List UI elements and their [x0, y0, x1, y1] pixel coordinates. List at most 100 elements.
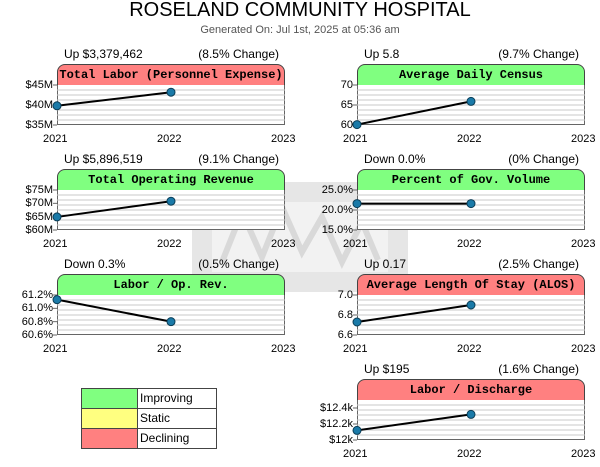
- change-percent: (2.5% Change): [498, 257, 579, 271]
- legend-item-declining: Declining: [81, 428, 217, 449]
- series-line: [56, 91, 172, 107]
- y-tick-label: 60.6%: [21, 329, 53, 341]
- y-tick-label: $12.4k: [319, 402, 353, 414]
- series-line: [356, 304, 472, 323]
- line-chart: [52, 84, 285, 126]
- metric-panel: Up 5.8 (9.7% Change) Average Daily Census 6…: [300, 47, 600, 152]
- y-tick-label: 20.0%: [321, 204, 353, 216]
- x-tick-label: 2021: [343, 238, 368, 250]
- legend-swatch-improving: [82, 389, 138, 408]
- metric-panel: Up 0.17 (2.5% Change) Average Length Of St…: [300, 257, 600, 362]
- data-point: [466, 300, 476, 310]
- x-tick-label: 2021: [43, 343, 68, 355]
- change-summary: Up 0.17: [364, 257, 407, 271]
- legend-label: Declining: [140, 431, 190, 445]
- data-point: [52, 295, 62, 305]
- legend-item-improving: Improving: [81, 388, 217, 409]
- metric-title-tab: Labor / Op. Rev.: [57, 274, 285, 296]
- x-tick-label: 2023: [571, 343, 596, 355]
- x-tick-label: 2021: [343, 343, 368, 355]
- x-tick-label: 2023: [271, 238, 296, 250]
- legend-item-static: Static: [81, 408, 217, 429]
- x-tick-label: 2022: [457, 448, 482, 460]
- y-tick-label: 65: [340, 99, 353, 111]
- change-summary: Down 0.3%: [64, 257, 126, 271]
- report-title: ROSELAND COMMUNITY HOSPITAL: [129, 0, 471, 21]
- y-tick-label: $35M: [25, 119, 53, 131]
- line-chart: [52, 189, 285, 231]
- y-tick-label: $45M: [25, 79, 53, 91]
- change-percent: (1.6% Change): [498, 362, 579, 376]
- data-point: [166, 196, 176, 206]
- metric-panel: Down 0.0% (0% Change) Percent of Gov. Volu…: [300, 152, 600, 257]
- x-tick-label: 2023: [271, 133, 296, 145]
- data-point: [466, 96, 476, 106]
- legend-label: Improving: [140, 391, 193, 405]
- y-tick-label: $12k: [329, 434, 353, 446]
- change-percent: (9.1% Change): [198, 152, 279, 166]
- change-summary: Down 0.0%: [364, 152, 426, 166]
- metric-panel: Up $195 (1.6% Change) Labor / Discharge $12…: [300, 362, 600, 467]
- change-summary: Up $3,379,462: [64, 47, 143, 61]
- y-tick-label: 60.8%: [21, 315, 53, 328]
- x-tick-label: 2022: [157, 343, 182, 355]
- data-point: [52, 101, 62, 111]
- x-tick-label: 2022: [457, 343, 482, 355]
- y-tick-label: 61.0%: [21, 302, 53, 315]
- metric-panel: Down 0.3% (0.5% Change) Labor / Op. Rev. 60…: [0, 257, 300, 362]
- data-point: [352, 120, 362, 130]
- change-summary: Up $5,896,519: [64, 152, 143, 166]
- data-point: [466, 409, 476, 419]
- metric-panel: Up $3,379,462 (8.5% Change) Total Labor (P…: [0, 47, 300, 152]
- y-tick-label: 6.8: [337, 309, 353, 321]
- y-tick-label: $65M: [25, 210, 53, 223]
- x-tick-label: 2023: [271, 343, 296, 355]
- y-tick-label: $12.2k: [319, 418, 353, 430]
- metric-panel: Up $5,896,519 (9.1% Change) Total Operatin…: [0, 152, 300, 257]
- series-line: [56, 298, 172, 323]
- data-point: [166, 87, 176, 97]
- line-chart: [52, 294, 285, 336]
- x-tick-label: 2022: [157, 238, 182, 250]
- change-percent: (0.5% Change): [198, 257, 279, 271]
- data-point: [352, 317, 362, 327]
- report-subtitle: Generated On: Jul 1st, 2025 at 05:36 am: [200, 24, 400, 36]
- change-summary: Up $195: [364, 362, 410, 376]
- y-tick-label: $40M: [25, 99, 53, 111]
- legend: Improving Static Declining: [81, 388, 217, 449]
- x-tick-label: 2021: [43, 238, 68, 250]
- y-tick-label: $75M: [25, 184, 53, 196]
- change-summary: Up 5.8: [364, 47, 400, 61]
- line-chart: [352, 189, 585, 231]
- x-tick-label: 2021: [43, 133, 68, 145]
- metric-title-tab: Average Daily Census: [357, 64, 585, 86]
- line-chart: [352, 404, 585, 441]
- x-tick-label: 2022: [457, 238, 482, 250]
- y-tick-label: 25.0%: [321, 184, 353, 196]
- line-chart: [352, 294, 585, 336]
- x-tick-label: 2023: [571, 448, 596, 460]
- legend-swatch-static: [82, 409, 138, 428]
- y-tick-label: 15.0%: [321, 224, 353, 236]
- y-tick-label: 7.0: [337, 289, 353, 301]
- y-tick-label: 61.2%: [21, 289, 53, 301]
- series-line: [356, 413, 472, 432]
- y-tick-label: 6.6: [337, 329, 353, 341]
- data-point: [52, 212, 62, 222]
- x-tick-label: 2023: [571, 238, 596, 250]
- series-line: [56, 200, 172, 218]
- x-tick-label: 2023: [571, 133, 596, 145]
- x-tick-label: 2021: [343, 448, 368, 460]
- data-point: [352, 425, 362, 435]
- change-percent: (8.5% Change): [198, 47, 279, 61]
- line-chart: [352, 84, 585, 130]
- y-tick-label: $70M: [25, 197, 53, 210]
- change-percent: (0% Change): [508, 152, 579, 166]
- x-tick-label: 2022: [157, 133, 182, 145]
- y-tick-label: 70: [340, 79, 353, 91]
- x-tick-label: 2021: [343, 133, 368, 145]
- series-line: [356, 100, 472, 126]
- data-point: [466, 199, 476, 209]
- legend-swatch-declining: [82, 429, 138, 448]
- y-tick-label: $60M: [25, 224, 53, 236]
